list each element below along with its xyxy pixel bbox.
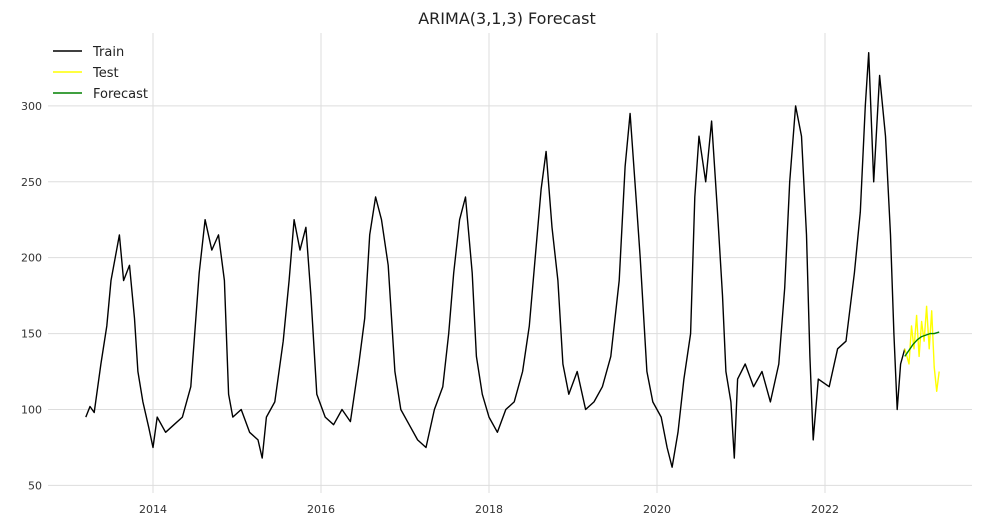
legend-label-test: Test xyxy=(92,66,119,81)
legend-label-train: Train xyxy=(92,45,124,60)
tick-labels: 2014 2016 2018 2020 2022 50 100 150 200 250 300 xyxy=(21,100,839,516)
series-line-test xyxy=(904,305,940,392)
x-tick-label: 2018 xyxy=(475,503,503,516)
y-tick-label: 200 xyxy=(21,252,42,265)
legend: Train Test Forecast xyxy=(53,45,148,102)
y-tick-label: 50 xyxy=(28,479,42,492)
y-tick-label: 250 xyxy=(21,176,42,189)
chart-title: ARIMA(3,1,3) Forecast xyxy=(418,9,596,28)
series-line-forecast xyxy=(904,331,940,357)
gridlines xyxy=(48,33,972,493)
legend-label-forecast: Forecast xyxy=(93,87,148,102)
y-tick-label: 100 xyxy=(21,404,42,417)
x-tick-label: 2020 xyxy=(643,503,671,516)
y-tick-label: 150 xyxy=(21,328,42,341)
x-tick-label: 2022 xyxy=(811,503,839,516)
y-tick-label: 300 xyxy=(21,100,42,113)
x-tick-label: 2014 xyxy=(139,503,167,516)
series-line-train xyxy=(85,52,906,468)
series-lines xyxy=(85,52,940,468)
x-tick-label: 2016 xyxy=(307,503,335,516)
